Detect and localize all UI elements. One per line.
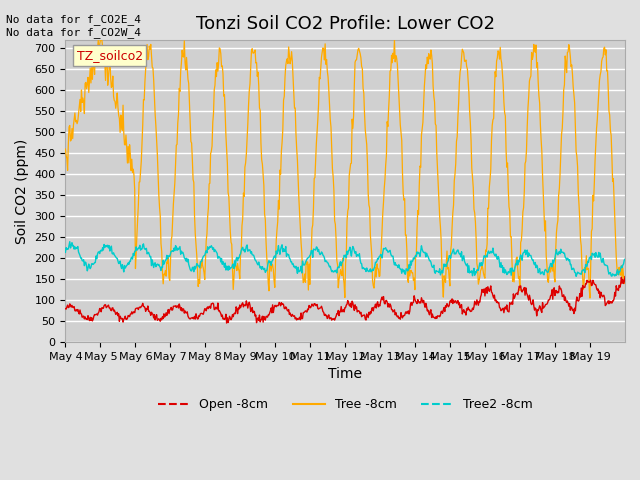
- Text: TZ_soilco2: TZ_soilco2: [77, 49, 143, 62]
- Y-axis label: Soil CO2 (ppm): Soil CO2 (ppm): [15, 138, 29, 244]
- Legend: Open -8cm, Tree -8cm, Tree2 -8cm: Open -8cm, Tree -8cm, Tree2 -8cm: [153, 394, 538, 417]
- Title: Tonzi Soil CO2 Profile: Lower CO2: Tonzi Soil CO2 Profile: Lower CO2: [196, 15, 495, 33]
- X-axis label: Time: Time: [328, 367, 362, 381]
- Text: No data for f_CO2E_4
No data for f_CO2W_4: No data for f_CO2E_4 No data for f_CO2W_…: [6, 14, 141, 38]
